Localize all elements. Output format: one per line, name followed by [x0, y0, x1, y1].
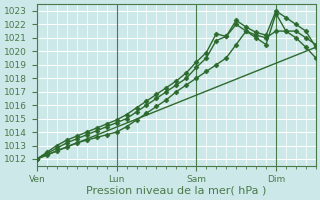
- X-axis label: Pression niveau de la mer( hPa ): Pression niveau de la mer( hPa ): [86, 186, 267, 196]
